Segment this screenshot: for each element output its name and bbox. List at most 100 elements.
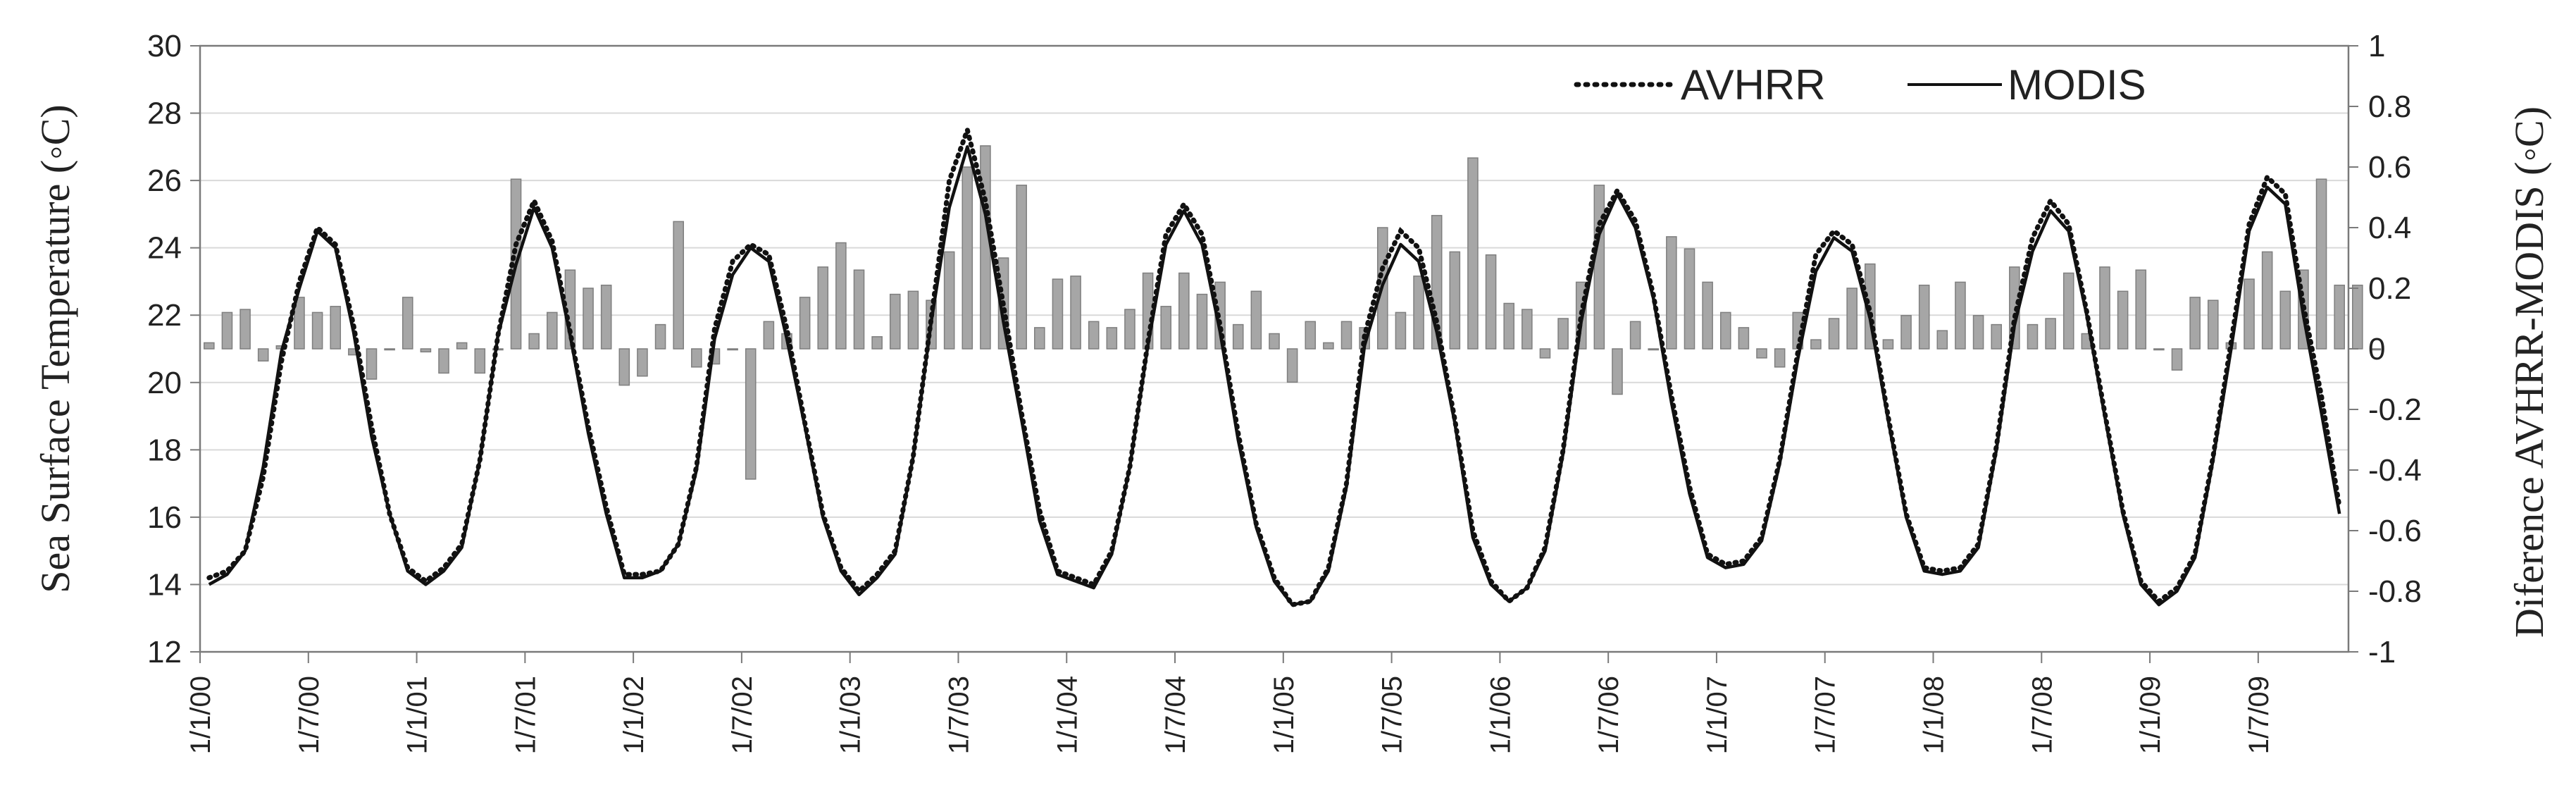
sst-lines — [206, 121, 2342, 607]
difference-bar — [1052, 278, 1064, 350]
left-tick-label: 30 — [147, 29, 182, 63]
difference-bar — [1828, 318, 1840, 350]
x-tick-label: 1/7/05 — [1377, 676, 1408, 754]
difference-bar — [835, 242, 847, 350]
right-tick-label: -1 — [2368, 635, 2396, 669]
difference-bar — [330, 306, 342, 350]
difference-bar — [1936, 330, 1948, 350]
difference-bar — [600, 284, 612, 350]
difference-bar — [654, 323, 666, 350]
x-tick-label: 1/1/01 — [402, 676, 433, 754]
difference-bar — [2135, 269, 2147, 350]
left-tick-label: 16 — [147, 500, 182, 535]
difference-bar — [1196, 293, 1208, 350]
difference-bar — [889, 293, 901, 350]
right-tick-label: 0.2 — [2368, 271, 2411, 306]
difference-bar — [2334, 284, 2345, 350]
difference-bar — [384, 348, 395, 351]
left-tick-label: 22 — [147, 298, 182, 333]
difference-bar — [1955, 281, 1966, 350]
difference-bar — [1774, 348, 1786, 368]
difference-bar — [1684, 248, 1695, 350]
left-tick-label: 14 — [147, 567, 182, 602]
x-axis-ticks: 1/1/00 1/7/00 1/1/01 1/7/01 1/1/02 1/7/02 1/1/… — [185, 652, 2275, 754]
difference-bar — [294, 297, 305, 350]
difference-bar — [1088, 321, 1100, 350]
difference-bar — [2045, 318, 2056, 350]
difference-bar — [1413, 276, 1424, 350]
difference-bar — [1160, 306, 1172, 350]
x-tick-label: 1/1/08 — [1919, 676, 1950, 754]
x-tick-label: 1/7/08 — [2027, 676, 2058, 754]
x-tick-label: 1/1/09 — [2135, 676, 2166, 754]
series-line-modis — [208, 145, 2341, 607]
difference-bar — [2370, 348, 2382, 351]
difference-bar — [1269, 333, 1280, 350]
difference-bar — [1305, 321, 1317, 350]
x-tick-label: 1/7/03 — [943, 676, 974, 754]
left-tick-label: 28 — [147, 97, 182, 131]
difference-bar — [474, 348, 486, 374]
difference-bar — [618, 348, 630, 386]
x-tick-label: 1/7/04 — [1160, 676, 1191, 754]
x-tick-label: 1/1/06 — [1485, 676, 1516, 754]
difference-bar — [438, 348, 449, 374]
difference-bar — [1034, 327, 1045, 350]
difference-bar — [1286, 348, 1298, 383]
left-axis-ticks: 12 14 16 18 20 22 24 26 28 30 — [147, 29, 200, 669]
difference-bar — [1719, 311, 1731, 350]
difference-bar — [1846, 288, 1858, 350]
difference-bar — [420, 348, 432, 353]
difference-bar — [1467, 157, 1479, 350]
difference-bar — [1666, 236, 1677, 350]
difference-bar — [943, 251, 955, 350]
difference-bar — [871, 336, 883, 350]
difference-bar — [1503, 302, 1514, 350]
difference-bar — [2027, 323, 2039, 350]
x-tick-label: 1/7/01 — [510, 676, 541, 754]
right-axis-ticks: -1 -0.8 -0.6 -0.4 -0.2 0 0.2 0.4 0.6 0.8 1 — [2348, 29, 2422, 669]
difference-bar — [2352, 284, 2363, 350]
difference-bar — [1016, 185, 1027, 350]
difference-bar — [1070, 276, 1081, 350]
difference-bar — [2189, 297, 2201, 350]
legend: AVHRR MODIS — [1574, 61, 2146, 109]
difference-bar — [546, 311, 558, 350]
difference-bar — [1702, 281, 1713, 350]
difference-bar — [257, 348, 269, 362]
right-tick-label: 0.4 — [2368, 211, 2411, 245]
right-tick-label: -0.4 — [2368, 453, 2422, 488]
left-tick-label: 24 — [147, 231, 182, 266]
difference-bar — [1900, 314, 1912, 350]
difference-bars — [204, 145, 2382, 480]
difference-bar — [456, 342, 468, 350]
x-tick-label: 1/7/07 — [1810, 676, 1841, 754]
difference-bar — [1449, 251, 1461, 350]
x-tick-label: 1/7/06 — [1593, 676, 1624, 754]
difference-bar — [1323, 342, 1334, 350]
difference-bar — [583, 288, 594, 350]
right-tick-label: 0.8 — [2368, 89, 2411, 124]
difference-bar — [1612, 348, 1623, 395]
difference-bar — [817, 266, 829, 350]
difference-bar — [763, 321, 775, 350]
x-tick-label: 1/1/04 — [1052, 676, 1083, 754]
difference-bar — [402, 297, 413, 350]
difference-bar — [1106, 327, 1118, 350]
difference-bar — [239, 309, 251, 350]
x-tick-label: 1/1/02 — [618, 676, 649, 754]
right-axis-title: Diference AVHRR-MODIS (◦C) — [2506, 106, 2552, 638]
difference-bar — [204, 342, 215, 350]
difference-bar — [2261, 251, 2273, 350]
right-tick-label: -0.6 — [2368, 514, 2422, 548]
x-tick-label: 1/1/00 — [185, 676, 216, 754]
difference-bar — [799, 297, 811, 350]
difference-bar — [2207, 299, 2219, 350]
difference-bar — [366, 348, 378, 380]
difference-bar — [1756, 348, 1767, 359]
right-tick-label: -0.8 — [2368, 574, 2422, 609]
difference-bar — [2279, 290, 2291, 350]
right-tick-label: -0.2 — [2368, 393, 2422, 427]
series-line-avhrr — [206, 121, 2342, 607]
